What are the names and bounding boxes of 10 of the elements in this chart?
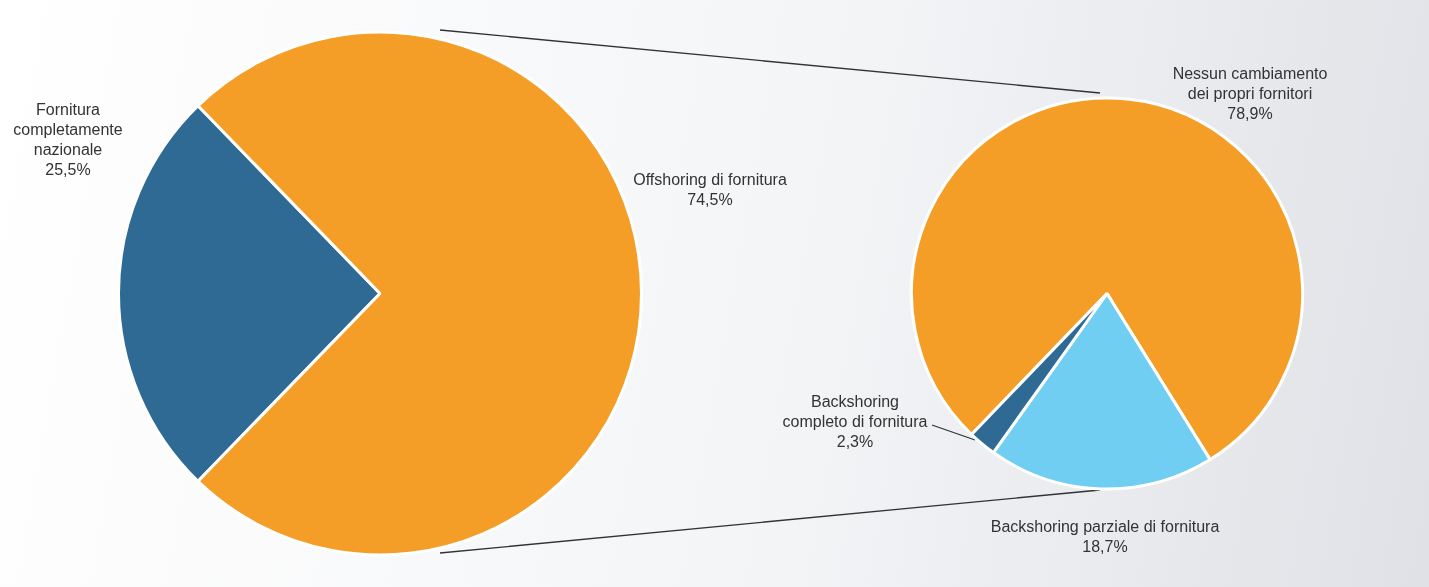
data-label: 78,9% (1226, 104, 1274, 124)
data-label: 18,7% (1081, 537, 1129, 557)
slice-label: Backshoring parziale di fornitura (989, 517, 1221, 537)
data-label: 25,5% (44, 160, 92, 180)
slice-label: Fornitura completamente nazionale (12, 100, 124, 160)
slice-label: Offshoring di fornitura (632, 170, 788, 190)
data-label: 2,3% (835, 432, 875, 452)
slice-label: Backshoring completo di fornitura (781, 392, 929, 432)
slice-label: Nessun cambiamento dei propri fornitori (1171, 64, 1329, 104)
data-label: 74,5% (686, 190, 734, 210)
